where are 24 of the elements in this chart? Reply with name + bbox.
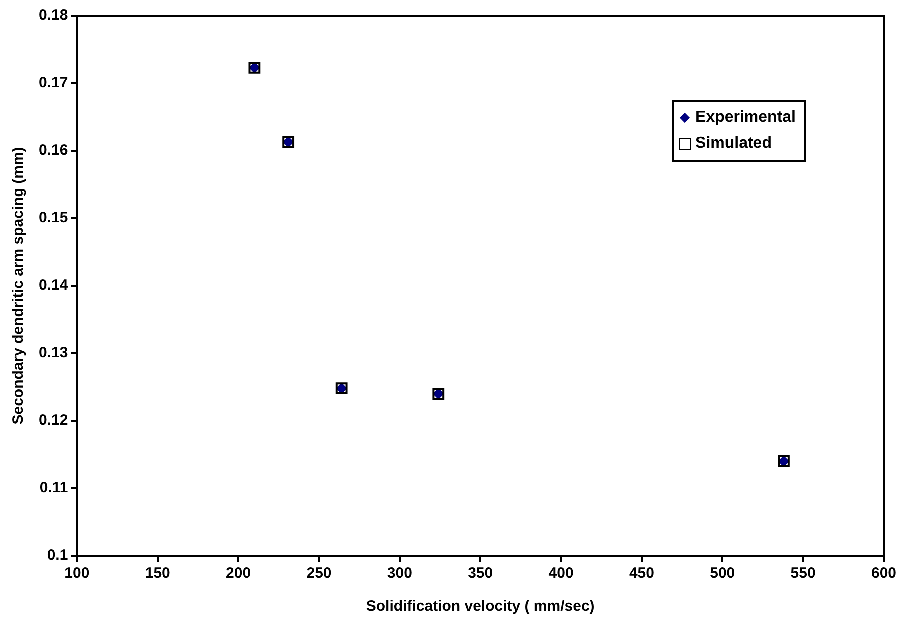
y-tick-label: 0.12 [38, 412, 68, 430]
x-tick-label: 300 [387, 565, 412, 582]
y-tick-label: 0.15 [38, 210, 68, 227]
x-tick-label: 100 [64, 565, 90, 582]
x-axis-title: Solidification velocity ( mm/sec) [366, 598, 595, 616]
x-tick-label: 500 [710, 565, 736, 582]
x-tick-label: 400 [548, 565, 574, 582]
y-tick-label: 0.11 [40, 480, 68, 497]
y-tick-label: 0.17 [38, 74, 68, 92]
x-tick-label: 450 [629, 565, 654, 582]
y-axis-title: Secondary dendritic arm spacing (mm) [10, 147, 28, 425]
x-tick-label: 250 [306, 565, 332, 582]
x-tick-label: 150 [145, 565, 170, 582]
y-tick-label: 0.16 [38, 142, 68, 160]
y-tick-label: 0.13 [38, 344, 68, 362]
x-tick-label: 550 [790, 565, 816, 582]
y-tick-label: 0.18 [38, 7, 68, 24]
x-tick-label: 200 [226, 565, 252, 582]
legend-label: Experimental [696, 108, 796, 128]
x-tick-label: 350 [468, 565, 494, 582]
legend-label: Simulated [696, 134, 772, 154]
y-tick-label: 0.1 [47, 547, 68, 564]
x-tick-label: 600 [871, 565, 897, 582]
y-tick-label: 0.14 [38, 277, 69, 294]
